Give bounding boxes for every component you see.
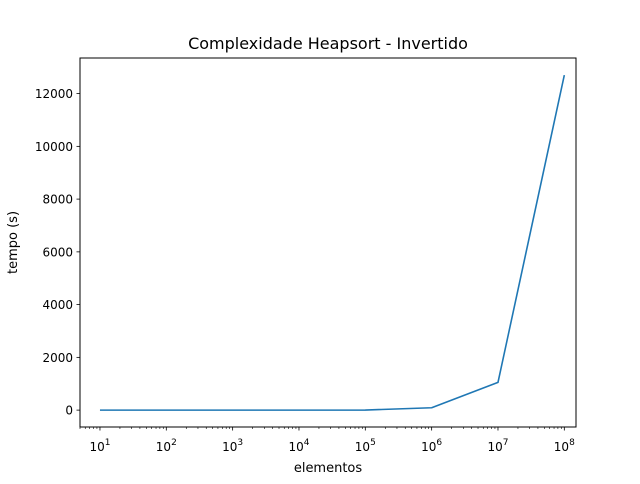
y-axis-label: tempo (s) <box>6 211 21 274</box>
y-tick-label: 4000 <box>42 298 73 312</box>
y-tick-label: 2000 <box>42 351 73 365</box>
y-tick-label: 6000 <box>42 245 73 259</box>
y-tick-label: 8000 <box>42 193 73 207</box>
chart-title: Complexidade Heapsort - Invertido <box>188 34 468 53</box>
y-tick-label: 10000 <box>35 140 73 154</box>
y-tick-label: 12000 <box>35 87 73 101</box>
y-tick-label: 0 <box>65 404 73 418</box>
x-axis-label: elementos <box>294 461 363 476</box>
